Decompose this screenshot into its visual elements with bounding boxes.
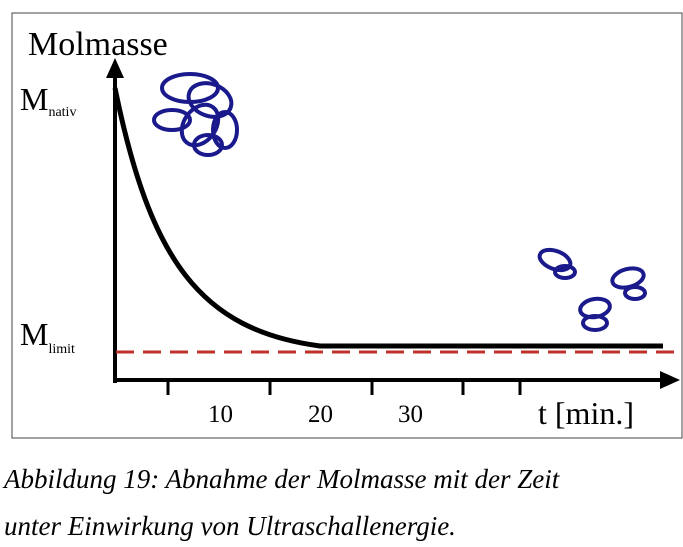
symbol: M	[20, 316, 48, 352]
x-tick-label: 20	[308, 401, 333, 428]
subscript: limit	[48, 342, 75, 357]
fragments	[537, 246, 646, 330]
x-axis-label: t [min.]	[538, 395, 634, 431]
y-axis-label: Molmasse	[28, 26, 168, 63]
caption-line: Abbildung 19: Abnahme der Molmasse mit d…	[2, 464, 561, 494]
x-tick-label: 30	[398, 401, 423, 428]
figure: Molmasse Mnativ Mlimit 10 20 30 t [min.]…	[0, 0, 683, 547]
x-ticks	[168, 380, 520, 395]
native-coil	[154, 74, 237, 155]
page: {"figure": {"y_axis_label": "Molmasse", …	[0, 0, 683, 547]
subscript: nativ	[48, 105, 76, 120]
symbol: M	[20, 81, 48, 117]
m-nativ: Mnativ	[20, 81, 76, 120]
m-limit: Mlimit	[20, 316, 75, 357]
x-arrow	[660, 371, 680, 389]
x-tick-label: 10	[208, 401, 233, 428]
caption-line: unter Einwirkung von Ultraschallenergie.	[4, 511, 456, 541]
